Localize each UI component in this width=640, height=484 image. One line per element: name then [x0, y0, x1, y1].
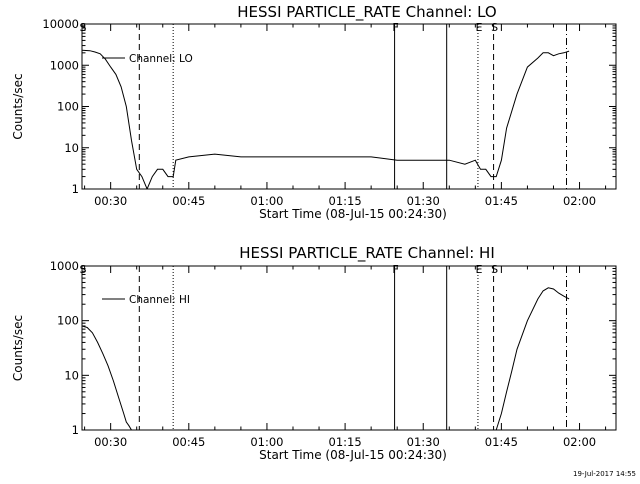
legend-label: Channel: LO: [129, 53, 193, 65]
x-tick-label: 01:30: [407, 435, 440, 449]
y-tick-label: 10000: [42, 17, 79, 31]
x-tick-label: 01:30: [407, 194, 440, 208]
y-tick-label: 10: [64, 368, 79, 382]
plot-area: [81, 265, 617, 431]
y-tick-label: 1: [72, 423, 79, 437]
x-tick-label: 00:45: [172, 435, 205, 449]
event-marker-label: E: [475, 263, 482, 276]
x-tick-label: 01:00: [250, 194, 283, 208]
chart-panel-lo: HESSI PARTICLE_RATE Channel: LO 1 10 100 100…: [11, 3, 617, 221]
event-marker-label: S: [491, 263, 498, 276]
event-marker-label: S: [80, 21, 87, 34]
x-tick-label: 01:15: [329, 435, 362, 449]
x-tick-label: 01:45: [485, 435, 518, 449]
y-tick-label: 1000: [50, 58, 79, 72]
y-tick-label: 1000: [50, 259, 79, 273]
x-tick-label: 02:00: [563, 194, 596, 208]
event-marker-label: F: [392, 263, 398, 276]
chart-title: HESSI PARTICLE_RATE Channel: LO: [237, 3, 496, 22]
x-axis-label: Start Time (08-Jul-15 00:24:30): [259, 207, 447, 221]
legend-label: Channel: HI: [129, 294, 190, 306]
y-tick-label: 100: [57, 314, 79, 328]
x-axis-label: Start Time (08-Jul-15 00:24:30): [259, 448, 447, 462]
x-tick-label: 01:45: [485, 194, 518, 208]
x-tick-label: 01:15: [329, 194, 362, 208]
event-marker-label: E: [475, 21, 482, 34]
series-line: [82, 287, 570, 430]
y-tick-label: 100: [57, 100, 79, 114]
event-marker-label: S: [80, 263, 87, 276]
y-axis-label: Counts/sec: [11, 73, 25, 139]
plot-area: [81, 23, 617, 190]
x-tick-label: 00:45: [172, 194, 205, 208]
series-line: [82, 49, 570, 189]
event-marker-label: F: [392, 21, 398, 34]
y-axis-label: Counts/sec: [11, 315, 25, 381]
chart-panel-hi: HESSI PARTICLE_RATE Channel: HI 1 10 100 100…: [11, 244, 617, 462]
footer-timestamp: 19-Jul-2017 14:55: [573, 470, 636, 478]
x-tick-label: 00:30: [94, 194, 127, 208]
x-tick-label: 01:00: [250, 435, 283, 449]
y-tick-label: 1: [72, 182, 79, 196]
event-marker-label: S: [491, 21, 498, 34]
x-tick-label: 02:00: [563, 435, 596, 449]
chart-title: HESSI PARTICLE_RATE Channel: HI: [239, 244, 495, 263]
y-tick-label: 10: [64, 141, 79, 155]
x-tick-label: 00:30: [94, 435, 127, 449]
